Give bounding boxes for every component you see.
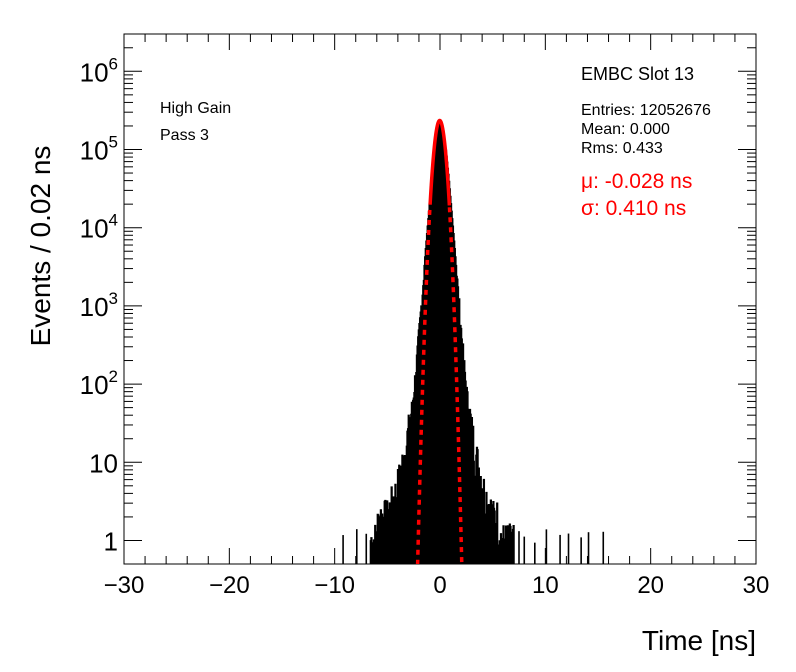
- fit-sigma: σ: 0.410 ns: [581, 197, 686, 220]
- x-tick-label: 20: [637, 572, 664, 599]
- y-tick-label: 1: [104, 526, 118, 556]
- axis-ticks: [123, 33, 757, 564]
- y-tick-label: 104: [80, 211, 118, 244]
- fit-curve-tail-right: [447, 207, 464, 564]
- histogram-bars: [369, 119, 515, 564]
- y-tick-labels: 1 10 102 103 104 105 106: [80, 54, 118, 556]
- x-tick-label: 0: [433, 572, 446, 599]
- fit-curve-group: [415, 118, 464, 564]
- fit-mu: μ: -0.028 ns: [581, 170, 692, 193]
- y-tick-label: 106: [80, 54, 118, 87]
- x-tick-label: 30: [743, 572, 770, 599]
- x-tick-label: −10: [314, 572, 355, 599]
- x-tick-label: −20: [209, 572, 250, 599]
- histogram-series: [342, 119, 605, 564]
- annotation-high-gain: High Gain: [160, 100, 231, 117]
- plot-title: EMBC Slot 13: [581, 64, 694, 84]
- stats-mean: Mean: 0.000: [581, 121, 670, 138]
- x-axis-label: Time [ns]: [642, 625, 756, 656]
- x-tick-label: −30: [104, 572, 145, 599]
- stats-entries: Entries: 12052676: [581, 102, 711, 119]
- fit-curve-tail-left: [415, 206, 432, 564]
- y-tick-label: 105: [80, 132, 118, 165]
- x-tick-label: 10: [532, 572, 559, 599]
- y-axis-label: Events / 0.02 ns: [25, 146, 56, 347]
- y-tick-label: 103: [80, 289, 118, 322]
- annotation-pass: Pass 3: [160, 127, 209, 144]
- stats-rms: Rms: 0.433: [581, 140, 663, 157]
- y-tick-label: 102: [80, 367, 118, 400]
- fit-curve: [428, 118, 452, 206]
- x-tick-labels: −30 −20 −10 0 10 20 30: [104, 572, 770, 599]
- y-tick-label: 10: [89, 448, 118, 478]
